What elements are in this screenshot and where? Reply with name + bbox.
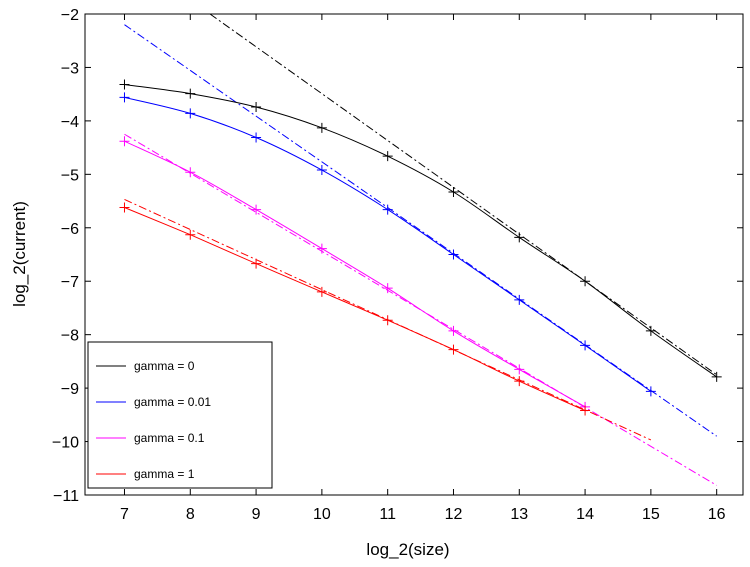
data-point — [448, 249, 459, 260]
data-point — [251, 258, 262, 269]
data-point — [251, 204, 262, 215]
data-point — [382, 315, 393, 326]
y-tick-label: −9 — [61, 381, 79, 398]
legend-label: gamma = 0 — [134, 359, 195, 373]
data-point — [316, 165, 327, 176]
data-point — [448, 325, 459, 336]
x-tick-label: 7 — [120, 506, 129, 523]
data-point — [119, 202, 130, 213]
data-point — [119, 92, 130, 103]
data-point — [185, 229, 196, 240]
data-point — [514, 232, 525, 243]
y-tick-label: −2 — [61, 7, 79, 24]
x-tick-label: 14 — [576, 506, 594, 523]
data-point — [514, 376, 525, 387]
x-tick-label: 12 — [445, 506, 463, 523]
legend-label: gamma = 0.1 — [134, 431, 205, 445]
fit-line-2 — [124, 133, 717, 486]
data-point — [185, 167, 196, 178]
data-markers — [119, 79, 722, 416]
y-tick-label: −7 — [61, 274, 79, 291]
x-axis-title: log_2(size) — [366, 540, 449, 559]
x-axis-ticks: 7 8 9 10 11 12 13 14 15 16 — [120, 14, 726, 523]
data-point — [251, 132, 262, 143]
legend-label: gamma = 0.01 — [134, 395, 211, 409]
y-tick-label: −5 — [61, 167, 79, 184]
data-point — [185, 108, 196, 119]
data-point — [316, 286, 327, 297]
data-point — [514, 294, 525, 305]
data-point — [185, 88, 196, 99]
series-line-3 — [124, 207, 586, 412]
fit-line-0 — [209, 13, 717, 376]
data-point — [382, 204, 393, 215]
series-line-0 — [124, 84, 717, 378]
data-point — [448, 186, 459, 197]
data-point — [316, 243, 327, 254]
data-point — [645, 386, 656, 397]
data-point — [119, 136, 130, 147]
legend-label: gamma = 1 — [134, 467, 195, 481]
data-point — [316, 122, 327, 133]
x-tick-label: 16 — [708, 506, 726, 523]
x-tick-label: 10 — [313, 506, 331, 523]
y-tick-label: −11 — [53, 488, 79, 505]
data-point — [711, 371, 722, 382]
y-tick-label: −4 — [61, 114, 79, 131]
data-point — [382, 283, 393, 294]
data-point — [645, 325, 656, 336]
data-point — [514, 364, 525, 375]
y-axis-ticks: −11 −10 −9 −8 −7 −6 −5 −4 −3 −2 — [52, 7, 743, 505]
x-tick-label: 9 — [252, 506, 261, 523]
data-point — [580, 340, 591, 351]
data-point — [119, 79, 130, 90]
x-tick-label: 11 — [379, 506, 396, 523]
y-tick-label: −10 — [52, 435, 79, 452]
y-tick-label: −8 — [61, 328, 79, 345]
data-point — [580, 276, 591, 287]
data-point — [448, 344, 459, 355]
y-tick-label: −6 — [61, 221, 79, 238]
data-point — [580, 405, 591, 416]
x-tick-label: 8 — [186, 506, 195, 523]
x-tick-label: 13 — [510, 506, 528, 523]
x-tick-label: 15 — [642, 506, 660, 523]
data-point — [251, 101, 262, 112]
data-point — [382, 151, 393, 162]
legend: gamma = 0 gamma = 0.01 gamma = 0.1 gamma = … — [87, 341, 273, 489]
y-tick-label: −3 — [61, 60, 79, 77]
y-axis-title: log_2(current) — [10, 201, 29, 307]
series-line-2 — [124, 140, 586, 408]
